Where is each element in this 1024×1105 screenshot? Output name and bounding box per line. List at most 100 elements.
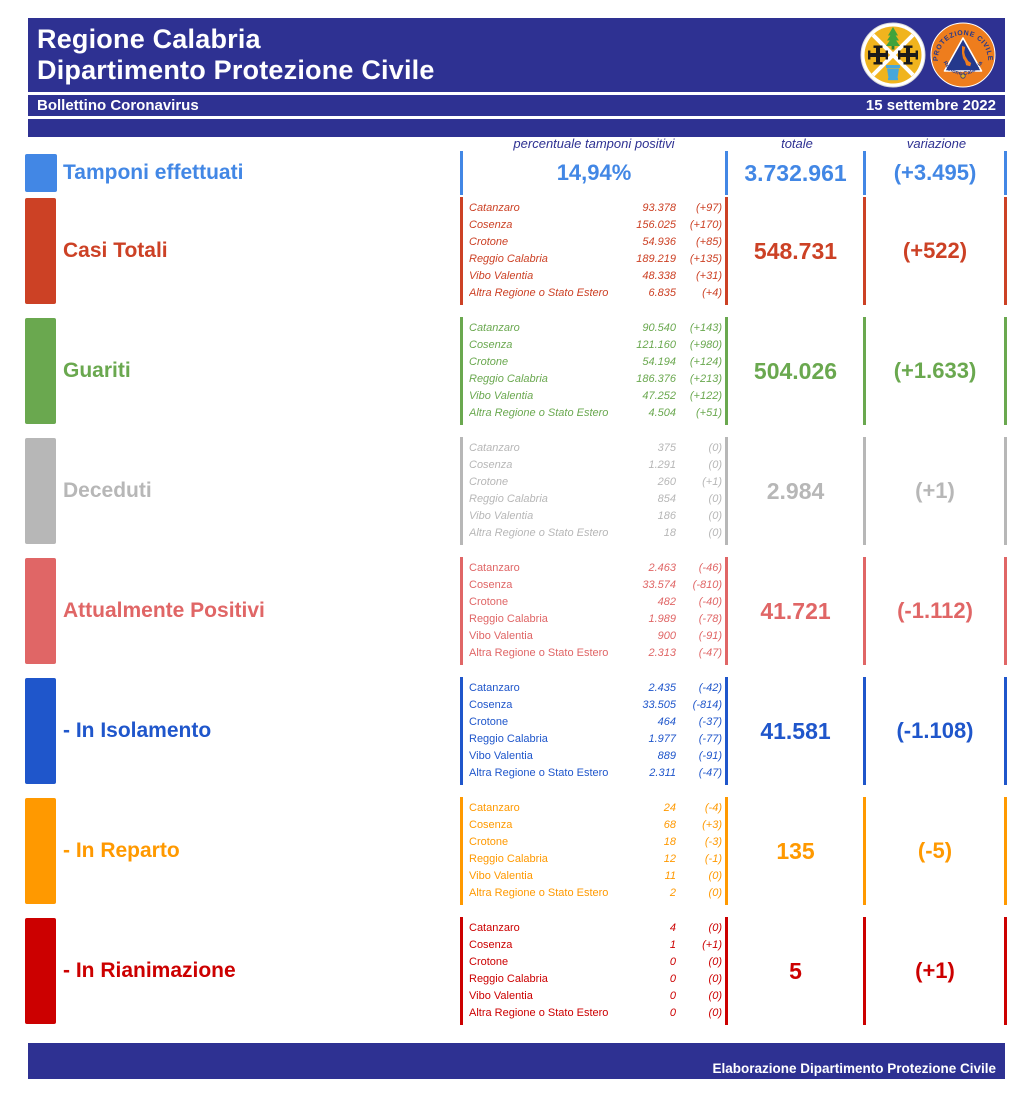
- header-logos: PROTEZIONE CIVILE Regione Calabria: [860, 22, 996, 88]
- province-name: Vibo Valentia: [469, 270, 534, 282]
- row-variation: (+1): [866, 917, 1007, 1025]
- province-delta: (0): [708, 1007, 722, 1019]
- row-total: 3.732.961: [728, 151, 866, 195]
- tamponi-percent-value: 14,94%: [460, 151, 728, 195]
- breakdown-line: Catanzaro 375 (0): [469, 440, 722, 457]
- province-name: Vibo Valentia: [469, 630, 533, 642]
- province-delta: (-47): [698, 647, 722, 659]
- row-guariti: Guariti Catanzaro 90.540 (+143) Cosenza 121.1…: [0, 317, 1024, 425]
- province-value: 1.977: [648, 733, 676, 745]
- breakdown-line: Catanzaro 90.540 (+143): [469, 320, 722, 337]
- province-value: 0: [669, 990, 676, 1002]
- row-variation: (-1.108): [866, 677, 1007, 785]
- footer-source-line1: Fonte Dipartimenti di Prevenzione: [37, 1077, 256, 1092]
- breakdown-line: Vibo Valentia 11 (0): [469, 868, 722, 885]
- breakdown-line: Vibo Valentia 48.338 (+31): [469, 268, 722, 285]
- row-color-swatch: [25, 198, 56, 304]
- province-delta: (+980): [689, 339, 722, 351]
- column-header-total: totale: [781, 136, 813, 151]
- province-breakdown: Catanzaro 2.463 (-46) Cosenza 33.574 (-810) Cr…: [460, 557, 728, 665]
- province-name: Catanzaro: [469, 682, 520, 694]
- breakdown-line: Crotone 0 (0): [469, 954, 722, 971]
- protezione-civile-logo: PROTEZIONE CIVILE Regione Calabria: [930, 22, 996, 88]
- province-breakdown: Catanzaro 90.540 (+143) Cosenza 121.160 (+980…: [460, 317, 728, 425]
- province-value: 1.989: [648, 613, 676, 625]
- province-value: 260: [657, 476, 676, 488]
- province-delta: (0): [708, 870, 722, 882]
- province-value: 68: [663, 819, 676, 831]
- row-label: Guariti: [63, 359, 131, 382]
- row-label: Casi Totali: [63, 239, 168, 262]
- column-header-variation: variazione: [906, 136, 967, 151]
- province-value: 4: [669, 922, 676, 934]
- row-variation: (+522): [866, 197, 1007, 305]
- divider-strip: [28, 119, 1005, 137]
- province-breakdown: Catanzaro 2.435 (-42) Cosenza 33.505 (-814) Cr…: [460, 677, 728, 785]
- breakdown-line: Catanzaro 93.378 (+97): [469, 200, 722, 217]
- province-name: Altra Regione o Stato Estero: [469, 767, 609, 779]
- breakdown-line: Cosenza 68 (+3): [469, 817, 722, 834]
- row-label: Deceduti: [63, 479, 152, 502]
- province-name: Reggio Calabria: [469, 733, 548, 745]
- row-total: 41.581: [728, 677, 866, 785]
- province-name: Cosenza: [469, 339, 513, 351]
- breakdown-line: Reggio Calabria 854 (0): [469, 491, 722, 508]
- province-name: Vibo Valentia: [469, 990, 533, 1002]
- province-value: 90.540: [642, 322, 676, 334]
- column-capital-icon: [886, 65, 900, 81]
- province-delta: (+51): [696, 407, 722, 419]
- breakdown-line: Crotone 464 (-37): [469, 714, 722, 731]
- row-variation: (+1): [866, 437, 1007, 545]
- province-name: Catanzaro: [469, 442, 520, 454]
- breakdown-line: Reggio Calabria 189.219 (+135): [469, 251, 722, 268]
- breakdown-line: Crotone 482 (-40): [469, 594, 722, 611]
- province-name: Altra Regione o Stato Estero: [469, 287, 609, 299]
- province-delta: (0): [708, 973, 722, 985]
- province-value: 0: [669, 1007, 676, 1019]
- footer-elaboration: Elaborazione Dipartimento Protezione Civ…: [712, 1061, 996, 1076]
- breakdown-line: Altra Regione o Stato Estero 2 (0): [469, 885, 722, 902]
- province-name: Crotone: [469, 716, 509, 728]
- province-delta: (0): [708, 922, 722, 934]
- row-total: 41.721: [728, 557, 866, 665]
- black-cross-right-icon: [898, 45, 918, 65]
- province-name: Crotone: [469, 476, 509, 488]
- row-color-swatch: [25, 918, 56, 1024]
- province-value: 482: [657, 596, 676, 608]
- province-delta: (-47): [698, 767, 722, 779]
- province-breakdown: Catanzaro 24 (-4) Cosenza 68 (+3) Crotone 18 (-3…: [460, 797, 728, 905]
- province-delta: (+31): [696, 270, 722, 282]
- tamponi-row: Tamponi effettuati 14,94% 3.732.961 (+3.…: [0, 151, 1024, 195]
- province-delta: (+4): [702, 287, 722, 299]
- breakdown-line: Altra Regione o Stato Estero 2.311 (-47): [469, 765, 722, 782]
- row-color-swatch: [25, 678, 56, 784]
- province-value: 12: [663, 853, 676, 865]
- breakdown-line: Crotone 54.936 (+85): [469, 234, 722, 251]
- province-name: Cosenza: [469, 939, 513, 951]
- province-name: Cosenza: [469, 819, 513, 831]
- province-name: Crotone: [469, 836, 509, 848]
- province-value: 93.378: [642, 202, 676, 214]
- province-delta: (-42): [698, 682, 722, 694]
- row-label: Attualmente Positivi: [63, 599, 265, 622]
- province-name: Reggio Calabria: [469, 973, 548, 985]
- breakdown-line: Catanzaro 2.435 (-42): [469, 680, 722, 697]
- province-delta: (+213): [689, 373, 722, 385]
- column-header-percent: percentuale tamponi positivi: [513, 136, 675, 151]
- row-color-swatch: [25, 318, 56, 424]
- province-delta: (0): [708, 887, 722, 899]
- province-name: Vibo Valentia: [469, 750, 533, 762]
- province-name: Crotone: [469, 236, 509, 248]
- province-value: 854: [657, 493, 676, 505]
- province-value: 464: [657, 716, 676, 728]
- province-delta: (-91): [698, 630, 722, 642]
- row-casi-totali: Casi Totali Catanzaro 93.378 (+97) Cosenza 15…: [0, 197, 1024, 305]
- breakdown-line: Cosenza 156.025 (+170): [469, 217, 722, 234]
- province-name: Catanzaro: [469, 322, 520, 334]
- row-deceduti: Deceduti Catanzaro 375 (0) Cosenza 1.291 (0) Cr…: [0, 437, 1024, 545]
- province-name: Altra Regione o Stato Estero: [469, 647, 609, 659]
- province-value: 6.835: [648, 287, 676, 299]
- breakdown-line: Reggio Calabria 12 (-1): [469, 851, 722, 868]
- province-delta: (-40): [698, 596, 722, 608]
- row-label: - In Rianimazione: [63, 959, 236, 982]
